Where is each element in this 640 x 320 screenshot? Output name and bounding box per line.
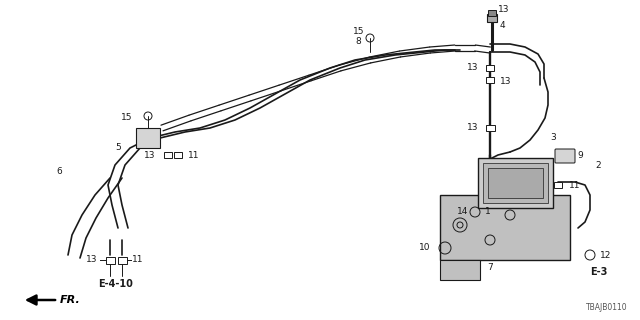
- FancyBboxPatch shape: [486, 65, 494, 71]
- Text: 2: 2: [595, 161, 600, 170]
- FancyBboxPatch shape: [164, 152, 172, 158]
- FancyBboxPatch shape: [118, 257, 127, 263]
- FancyBboxPatch shape: [486, 125, 495, 131]
- Text: 5: 5: [115, 143, 121, 153]
- Text: 3: 3: [550, 133, 556, 142]
- Text: 11: 11: [132, 255, 143, 265]
- FancyBboxPatch shape: [488, 168, 543, 198]
- Text: TBAJB0110: TBAJB0110: [586, 303, 628, 312]
- Text: 11: 11: [569, 180, 580, 189]
- FancyBboxPatch shape: [174, 152, 182, 158]
- Text: 13: 13: [500, 77, 511, 86]
- Text: 1: 1: [485, 207, 491, 217]
- Text: 4: 4: [500, 20, 506, 29]
- Text: 13: 13: [467, 124, 478, 132]
- FancyBboxPatch shape: [136, 128, 160, 148]
- FancyBboxPatch shape: [478, 158, 553, 208]
- FancyBboxPatch shape: [440, 195, 570, 260]
- Text: 15: 15: [353, 28, 364, 36]
- Text: 10: 10: [419, 244, 430, 252]
- FancyBboxPatch shape: [106, 257, 115, 263]
- FancyBboxPatch shape: [487, 14, 497, 22]
- Text: 13: 13: [467, 63, 478, 73]
- Text: 14: 14: [456, 207, 468, 217]
- Text: 15: 15: [120, 114, 132, 123]
- FancyBboxPatch shape: [440, 260, 480, 280]
- Text: 6: 6: [56, 167, 62, 177]
- FancyBboxPatch shape: [486, 77, 494, 83]
- Text: 9: 9: [577, 151, 583, 161]
- FancyBboxPatch shape: [488, 10, 496, 16]
- Text: FR.: FR.: [60, 295, 81, 305]
- Text: E-4-10: E-4-10: [99, 279, 133, 289]
- Text: 13: 13: [143, 150, 155, 159]
- Text: 11: 11: [188, 150, 200, 159]
- FancyBboxPatch shape: [555, 149, 575, 163]
- Text: 13: 13: [498, 5, 509, 14]
- Text: 12: 12: [600, 251, 611, 260]
- FancyBboxPatch shape: [483, 163, 548, 203]
- FancyBboxPatch shape: [554, 182, 562, 188]
- Text: 7: 7: [487, 263, 493, 273]
- Text: 13: 13: [86, 255, 97, 265]
- Text: 8: 8: [355, 37, 361, 46]
- Text: E-3: E-3: [590, 267, 607, 277]
